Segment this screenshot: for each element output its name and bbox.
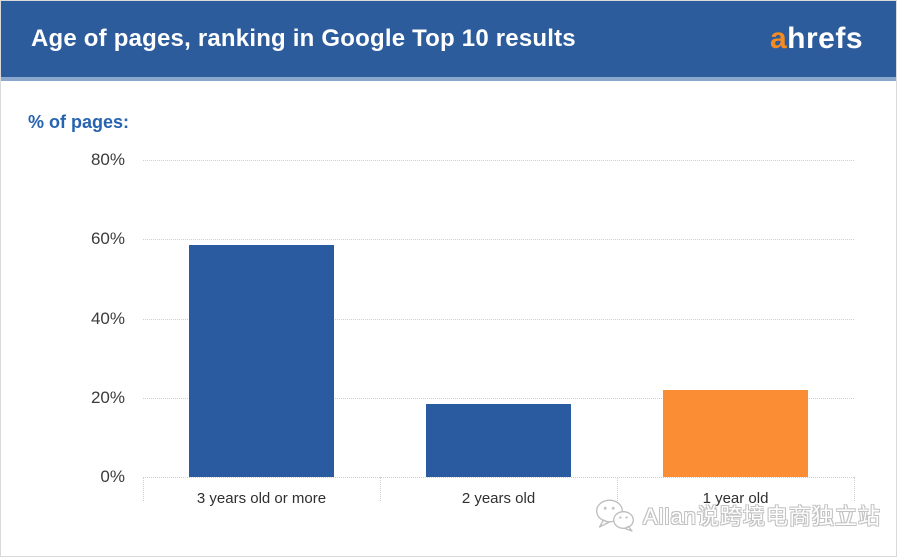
x-axis-tick xyxy=(380,477,381,501)
x-axis-tick xyxy=(143,477,144,501)
x-category-label: 3 years old or more xyxy=(196,490,327,507)
ahrefs-logo-rest: hrefs xyxy=(787,22,863,55)
gridline-60 xyxy=(143,239,854,241)
x-axis-tick xyxy=(854,477,855,501)
bar-3-years-old-or-more xyxy=(189,245,334,477)
gridline-80 xyxy=(143,160,854,161)
bar-2-years-old xyxy=(426,403,571,477)
y-axis-title: % of pages: xyxy=(28,112,130,132)
watermark: Allan说跨境电商独立站 xyxy=(595,498,881,532)
chart-title: Age of pages, ranking in Google Top 10 r… xyxy=(31,25,576,52)
y-tick-label-80: 80% xyxy=(90,150,125,169)
gridline-0 xyxy=(143,477,854,478)
ahrefs-logo: ahrefs xyxy=(770,1,863,77)
y-tick-label-40: 40% xyxy=(90,308,125,328)
y-tick-label-0: 0% xyxy=(100,467,125,486)
x-category-label: 1 year old xyxy=(702,490,769,507)
gridline-20 xyxy=(143,397,854,399)
watermark-text: Allan说跨境电商独立站 xyxy=(643,504,881,529)
header-bar: Age of pages, ranking in Google Top 10 r… xyxy=(1,1,896,81)
x-axis-tick xyxy=(617,477,618,501)
ahrefs-logo-a: a xyxy=(769,22,788,55)
gridline-40 xyxy=(143,318,854,320)
y-tick-label-60: 60% xyxy=(90,229,125,249)
y-tick-label-20: 20% xyxy=(90,387,125,407)
plot-area: 0% 20% 40% 60% 80% 3 years old or more 2 years… xyxy=(91,150,855,507)
bar-1-year-old xyxy=(663,389,808,477)
wechat-icon xyxy=(596,499,634,532)
x-category-label: 2 years old xyxy=(461,490,536,507)
